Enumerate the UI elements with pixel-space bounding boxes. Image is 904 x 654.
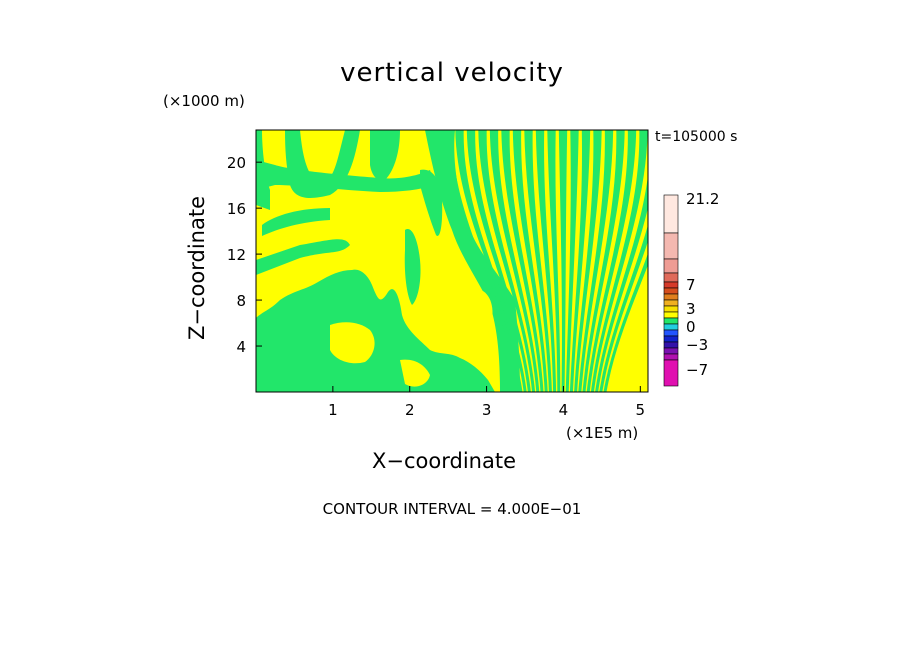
field-stripe: [574, 130, 602, 392]
field-region: [404, 229, 421, 305]
field-stripe: [443, 130, 523, 392]
colorbar-segment: [663, 305, 679, 313]
field-region: [256, 239, 350, 275]
field-stripe: [478, 130, 536, 392]
colorbar-segment: [663, 347, 679, 355]
colorbar-segment: [663, 299, 679, 307]
x-tick-label: 3: [482, 401, 492, 419]
plot-frame: [255, 129, 649, 393]
y-axis-label: Z−coordinate: [185, 196, 209, 340]
field-region: [256, 269, 495, 392]
y-tick-label: 12: [227, 246, 246, 264]
colorbar-segment: [663, 359, 679, 387]
y-tick-label: 16: [227, 200, 246, 218]
colorbar-label: 7: [686, 276, 696, 294]
colorbar-label: −3: [686, 336, 708, 354]
x-axis-label: X−coordinate: [372, 449, 516, 473]
x-tick-label: 4: [559, 401, 569, 419]
field-stripe: [578, 130, 614, 392]
x-unit-label: (×1E5 m): [566, 424, 639, 442]
field-region: [370, 130, 400, 181]
colorbar: 21.2 7 30−3 −7: [663, 190, 719, 387]
colorbar-segment: [663, 353, 679, 361]
stripe-group: [443, 130, 648, 392]
field-region: [420, 169, 443, 236]
field-stripe: [512, 130, 548, 392]
field-region: [425, 130, 520, 392]
y-tick-label: 8: [236, 292, 246, 310]
colorbar-label: 21.2: [686, 190, 719, 208]
colorbar-label: 0: [686, 318, 696, 336]
chart-title: vertical velocity: [340, 58, 564, 88]
field-stripe: [524, 130, 552, 392]
field-region: [330, 322, 375, 364]
field-stripe: [582, 130, 625, 392]
field-stripe: [501, 130, 544, 392]
colorbar-segment: [663, 272, 679, 283]
y-tick-group: 4 8 12 16 20: [227, 154, 262, 356]
contour-interval-label: CONTOUR INTERVAL = 4.000E−01: [322, 500, 582, 518]
field-region: [470, 289, 493, 326]
time-label: t=105000 s: [655, 129, 738, 145]
colorbar-segment: [663, 194, 679, 234]
field-stripe: [603, 253, 648, 392]
field-stripe: [547, 130, 561, 392]
field-stripe: [599, 224, 648, 392]
field-region: [262, 208, 330, 236]
field-stripe: [455, 130, 527, 392]
colorbar-segment: [663, 323, 679, 331]
x-tick-label: 5: [636, 401, 646, 419]
colorbar-segment: [663, 281, 679, 289]
colorbar-segment: [663, 329, 679, 337]
field-stripe: [590, 130, 648, 392]
field-stripe: [535, 130, 557, 392]
colorbar-segment: [663, 335, 679, 343]
colorbar-segment: [663, 311, 679, 319]
colorbar-segment: [663, 317, 679, 325]
y-tick-label: 20: [227, 154, 246, 172]
field-stripe: [565, 130, 579, 392]
field-stripe: [466, 130, 531, 392]
x-tick-label: 1: [328, 401, 338, 419]
field-stripe: [595, 175, 648, 392]
y-tick-label: 4: [236, 338, 246, 356]
colorbar-segment: [663, 232, 679, 260]
x-tick-group: 1 2 3 4 5: [328, 386, 645, 419]
field-stripe: [558, 130, 568, 392]
colorbar-segment: [663, 258, 679, 274]
z-unit-label: (×1000 m): [163, 92, 245, 110]
field-stripe: [586, 130, 637, 392]
colorbar-label: 3: [686, 300, 696, 318]
x-tick-label: 2: [405, 401, 415, 419]
field-region: [400, 359, 430, 387]
colorbar-label: −7: [686, 361, 708, 379]
field-stripe: [489, 130, 540, 392]
field-region: [256, 160, 435, 192]
field-stripe: [569, 130, 591, 392]
colorbar-segment: [663, 341, 679, 349]
colorbar-segment: [663, 287, 679, 295]
colorbar-segment: [663, 293, 679, 301]
